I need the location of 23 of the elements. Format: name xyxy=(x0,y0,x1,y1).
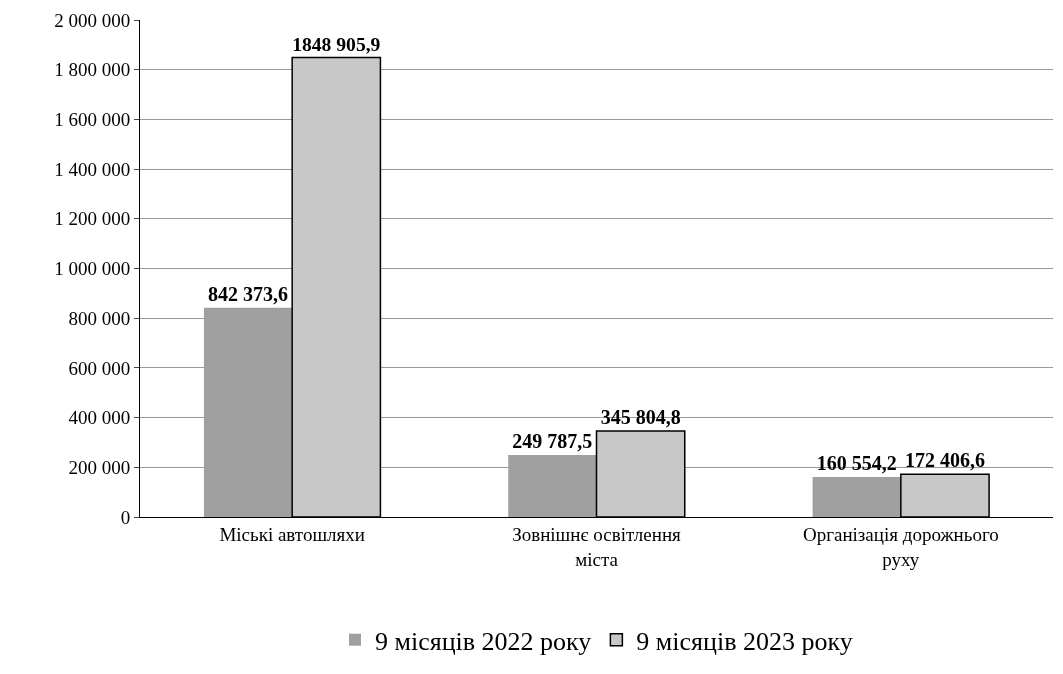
y-tick-label: 1 800 000 xyxy=(54,59,131,81)
data-label: 842 373,6 xyxy=(208,282,289,305)
x-tick-label: Міські автошляхи xyxy=(219,523,365,545)
y-tick-label: 1 600 000 xyxy=(54,109,131,131)
x-tick-label: Організація дорожнього руху xyxy=(802,523,999,570)
y-tick-label: 800 000 xyxy=(68,307,131,329)
data-label: 345 804,8 xyxy=(600,406,681,429)
legend-label: 9 місяців 2023 року xyxy=(636,626,853,656)
data-label: 249 787,5 xyxy=(512,429,593,452)
y-tick-label: 1 200 000 xyxy=(54,208,131,230)
data-label: 172 406,6 xyxy=(904,449,985,472)
bar xyxy=(812,477,901,517)
data-label: 160 554,2 xyxy=(816,452,897,475)
y-tick-label: 400 000 xyxy=(68,407,131,429)
y-tick-label: 1 400 000 xyxy=(54,158,131,180)
y-tick-label: 0 xyxy=(120,506,131,528)
data-label: 1848 905,9 xyxy=(292,33,381,55)
y-tick-label: 600 000 xyxy=(68,357,131,379)
y-tick-label: 2 000 000 xyxy=(54,9,131,31)
legend-label: 9 місяців 2022 року xyxy=(375,626,592,656)
y-tick-label: 1 000 000 xyxy=(54,258,131,280)
x-tick-label: Зовнішнє освітлення міста xyxy=(512,523,682,570)
y-tick-label: 200 000 xyxy=(68,456,131,478)
